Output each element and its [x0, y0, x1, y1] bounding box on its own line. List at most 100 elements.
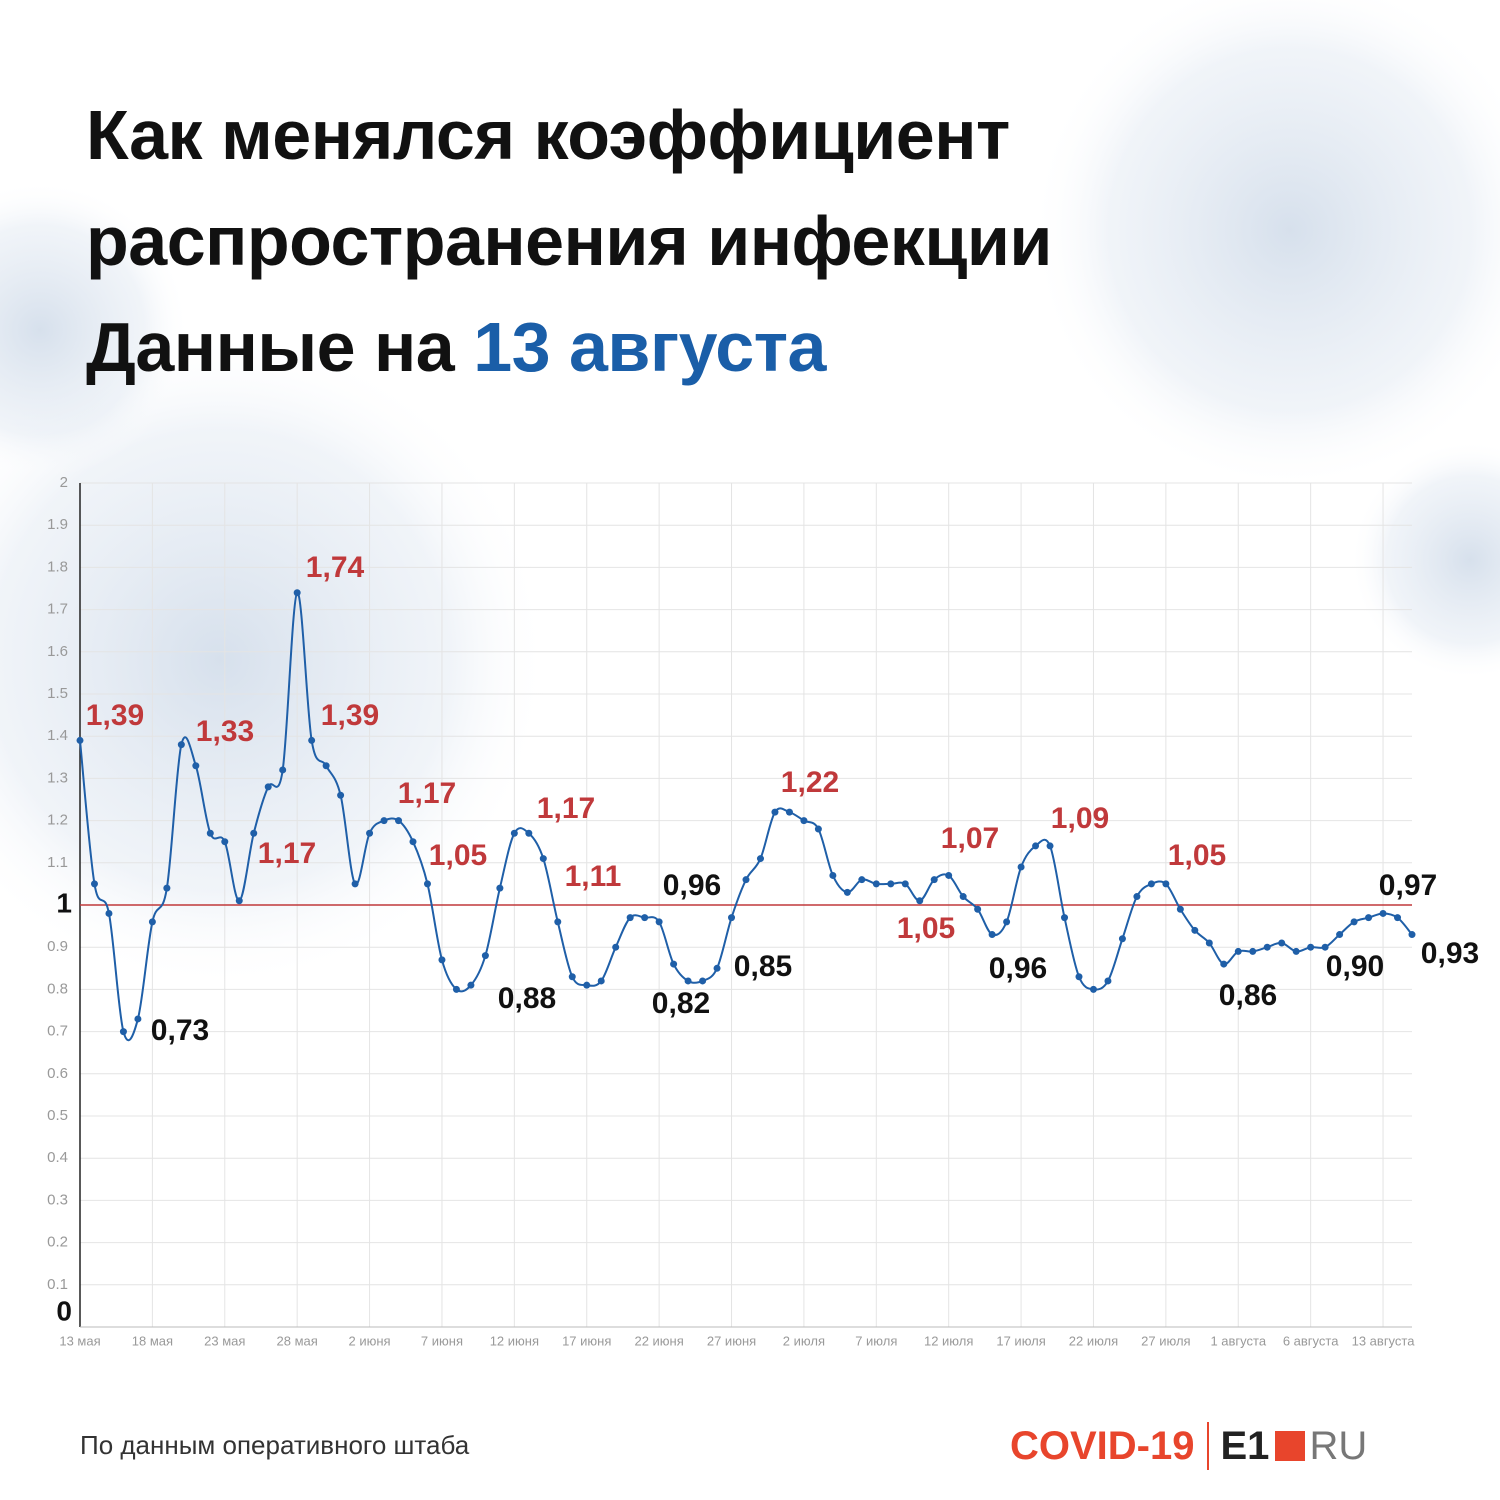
y-tick-label: 2	[60, 474, 68, 491]
data-point	[756, 855, 764, 863]
data-point	[843, 888, 851, 896]
x-tick-label: 18 мая	[132, 1333, 173, 1348]
data-label: 1,74	[306, 551, 365, 584]
y-tick-label: 1.5	[47, 685, 68, 702]
data-label: 1,17	[537, 792, 595, 825]
virus-decoration	[0, 330, 550, 990]
virus-decoration	[1350, 440, 1500, 680]
data-point	[525, 829, 533, 837]
virus-decoration	[1030, 0, 1500, 490]
x-tick-label: 27 июля	[1141, 1333, 1190, 1348]
data-point	[887, 880, 895, 888]
y-tick-label: 0.6	[47, 1065, 68, 1082]
x-tick-label: 12 июня	[490, 1333, 539, 1348]
data-point	[1017, 863, 1025, 871]
data-point	[206, 829, 214, 837]
data-point	[163, 884, 171, 892]
data-point	[76, 736, 84, 744]
data-point	[308, 736, 316, 744]
y-tick-label: 1.6	[47, 643, 68, 660]
data-point	[1046, 842, 1054, 850]
data-label: 0,97	[1379, 869, 1437, 902]
data-point	[1089, 985, 1097, 993]
data-label: 1,11	[565, 860, 622, 893]
x-tick-label: 22 июня	[634, 1333, 683, 1348]
data-point	[974, 905, 982, 913]
data-point	[1321, 943, 1329, 951]
x-tick-label: 7 июня	[421, 1333, 463, 1348]
data-point	[583, 981, 591, 989]
data-point	[1365, 914, 1373, 922]
data-label: 1,07	[941, 822, 999, 855]
data-point	[930, 876, 938, 884]
data-point	[1191, 926, 1199, 934]
logo-square	[1275, 1431, 1306, 1461]
y-tick-label: 1.9	[47, 516, 68, 533]
logo-ru: RU	[1309, 1423, 1368, 1468]
data-point	[395, 817, 403, 825]
x-tick-label: 13 мая	[59, 1333, 100, 1348]
data-point	[366, 829, 374, 837]
data-point	[380, 817, 388, 825]
data-label: 1,05	[429, 839, 487, 872]
data-point	[626, 914, 634, 922]
x-tick-label: 22 июля	[1069, 1333, 1118, 1348]
data-point	[1408, 931, 1416, 939]
data-point	[119, 1028, 127, 1036]
data-point	[988, 931, 996, 939]
data-point	[1336, 931, 1344, 939]
logo-separator	[1206, 1422, 1209, 1470]
data-point	[351, 880, 359, 888]
title-line: Данные на 13 августа	[86, 294, 1052, 400]
x-tick-label: 28 мая	[277, 1333, 318, 1348]
data-point	[901, 880, 909, 888]
data-point	[1249, 947, 1257, 955]
title: Как менялся коэффициент распространения …	[86, 82, 1052, 400]
y-tick-label: 0.4	[47, 1149, 68, 1166]
data-label: 1,17	[258, 837, 316, 870]
data-point	[409, 838, 417, 846]
x-tick-label: 7 июля	[855, 1333, 897, 1348]
data-point	[742, 876, 750, 884]
y-tick-label: 1	[56, 887, 72, 918]
data-point	[293, 589, 301, 597]
title-line: Как менялся коэффициент	[86, 96, 1010, 174]
data-point	[1234, 947, 1242, 955]
y-tick-label: 1.1	[47, 854, 68, 871]
data-label: 0,86	[1219, 979, 1277, 1012]
data-point	[235, 897, 243, 905]
data-label: 1,09	[1051, 802, 1109, 835]
data-point	[1278, 939, 1286, 947]
y-tick-label: 1.2	[47, 812, 68, 829]
data-point	[959, 893, 967, 901]
data-point	[510, 829, 518, 837]
x-tick-label: 1 августа	[1210, 1333, 1266, 1348]
data-label: 0,73	[151, 1014, 209, 1047]
data-point	[872, 880, 880, 888]
data-label: 0,93	[1421, 937, 1479, 970]
data-point	[90, 880, 98, 888]
y-tick-label: 0.7	[47, 1023, 68, 1040]
data-point	[771, 808, 779, 816]
y-tick-label: 1.4	[47, 727, 68, 744]
y-tick-label: 1.3	[47, 769, 68, 786]
data-point	[467, 981, 475, 989]
title-date: 13 августа	[473, 308, 826, 386]
data-point	[945, 871, 953, 879]
data-point	[452, 985, 460, 993]
data-point	[134, 1015, 142, 1023]
data-point	[1350, 918, 1358, 926]
logo-covid: COVID-19	[1010, 1423, 1195, 1468]
x-tick-label: 27 июня	[707, 1333, 756, 1348]
data-label: 1,05	[1168, 839, 1226, 872]
data-point	[641, 914, 649, 922]
data-point	[1003, 918, 1011, 926]
data-label: 1,22	[781, 766, 839, 799]
x-tick-label: 23 мая	[204, 1333, 245, 1348]
data-point	[1292, 947, 1300, 955]
data-label: 1,33	[196, 715, 254, 748]
data-point	[1162, 880, 1170, 888]
x-tick-label: 13 августа	[1352, 1333, 1416, 1348]
y-tick-label: 0.8	[47, 980, 68, 997]
